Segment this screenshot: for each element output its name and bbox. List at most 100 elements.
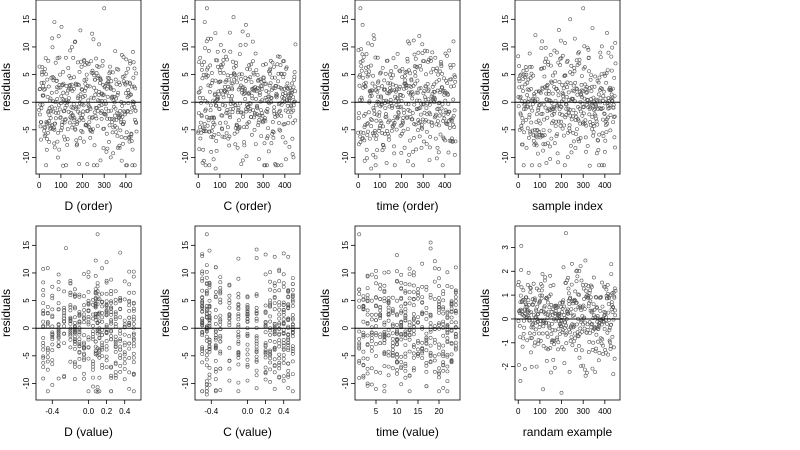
data-point xyxy=(56,287,61,292)
data-point xyxy=(272,301,277,306)
data-point xyxy=(98,158,103,163)
data-point xyxy=(41,354,46,359)
data-point xyxy=(403,333,408,337)
data-point xyxy=(224,78,229,83)
data-point xyxy=(443,138,448,143)
data-point xyxy=(121,141,125,146)
data-point xyxy=(380,131,385,136)
data-point xyxy=(601,320,606,325)
y-tick-label: 15 xyxy=(22,14,31,23)
data-point xyxy=(535,97,540,102)
data-point xyxy=(393,89,398,94)
data-point xyxy=(277,360,282,365)
data-point xyxy=(573,336,577,341)
data-point xyxy=(386,120,391,125)
data-point xyxy=(414,90,419,95)
data-point xyxy=(528,105,533,110)
data-point xyxy=(49,109,54,113)
data-point xyxy=(560,345,564,350)
data-point xyxy=(275,93,280,98)
data-point xyxy=(378,314,383,318)
x-tick-label: 100 xyxy=(533,407,547,416)
x-axis-title: time (value) xyxy=(376,425,439,439)
data-point xyxy=(263,330,268,335)
data-point xyxy=(532,343,537,348)
data-point xyxy=(549,136,554,141)
data-point xyxy=(213,337,218,342)
data-point xyxy=(407,296,412,301)
data-point xyxy=(108,69,113,74)
data-point xyxy=(405,127,410,132)
data-point xyxy=(52,141,57,146)
data-point xyxy=(544,83,549,88)
data-point xyxy=(586,295,590,300)
data-point xyxy=(375,148,380,153)
data-point xyxy=(290,295,295,299)
data-point xyxy=(390,352,395,357)
data-point xyxy=(247,63,252,68)
data-point xyxy=(588,295,593,300)
data-point xyxy=(109,321,114,326)
data-point xyxy=(437,371,441,376)
data-point xyxy=(403,329,408,334)
data-point xyxy=(534,364,539,369)
data-point xyxy=(97,90,102,94)
data-point xyxy=(420,261,425,266)
data-point xyxy=(553,70,558,75)
data-point xyxy=(53,60,58,65)
data-point xyxy=(227,320,232,325)
data-point xyxy=(600,163,604,168)
data-point xyxy=(416,340,420,345)
data-point xyxy=(531,138,536,143)
data-point xyxy=(95,232,100,237)
data-point xyxy=(453,290,458,295)
data-point xyxy=(64,246,68,251)
data-point xyxy=(386,373,391,378)
data-point xyxy=(374,369,378,374)
data-point xyxy=(420,356,425,360)
data-point xyxy=(264,81,268,86)
y-tick-label: -2 xyxy=(501,363,510,371)
data-point xyxy=(268,319,273,324)
data-point xyxy=(241,111,246,116)
data-point xyxy=(132,117,137,122)
data-point xyxy=(420,310,425,315)
data-point xyxy=(452,73,457,78)
data-point xyxy=(365,298,370,303)
data-point xyxy=(207,325,212,330)
data-point xyxy=(555,50,559,55)
data-point xyxy=(268,332,273,337)
data-point xyxy=(386,308,391,313)
data-point xyxy=(577,292,582,297)
data-point xyxy=(51,99,56,104)
data-point xyxy=(281,75,286,80)
data-point xyxy=(290,372,295,377)
data-point xyxy=(277,332,282,337)
data-point xyxy=(411,273,416,278)
data-point xyxy=(266,90,271,95)
data-point xyxy=(526,298,531,303)
data-point xyxy=(437,295,441,300)
data-point xyxy=(279,72,284,77)
data-point xyxy=(215,58,220,63)
data-point xyxy=(382,383,387,388)
data-point xyxy=(227,301,232,305)
data-point xyxy=(599,295,603,299)
data-point xyxy=(64,163,69,168)
data-point xyxy=(204,392,209,397)
data-point xyxy=(58,116,63,120)
data-point xyxy=(374,112,379,117)
data-point xyxy=(449,84,454,89)
data-point xyxy=(370,88,375,93)
data-point xyxy=(233,103,238,107)
data-point xyxy=(565,155,570,160)
data-point xyxy=(538,90,543,95)
data-point xyxy=(361,131,366,135)
data-point xyxy=(383,87,388,92)
data-point xyxy=(578,121,583,126)
data-point xyxy=(598,55,603,60)
data-point xyxy=(564,95,569,99)
data-point xyxy=(610,45,615,50)
data-point xyxy=(558,321,563,326)
data-point xyxy=(272,294,277,299)
